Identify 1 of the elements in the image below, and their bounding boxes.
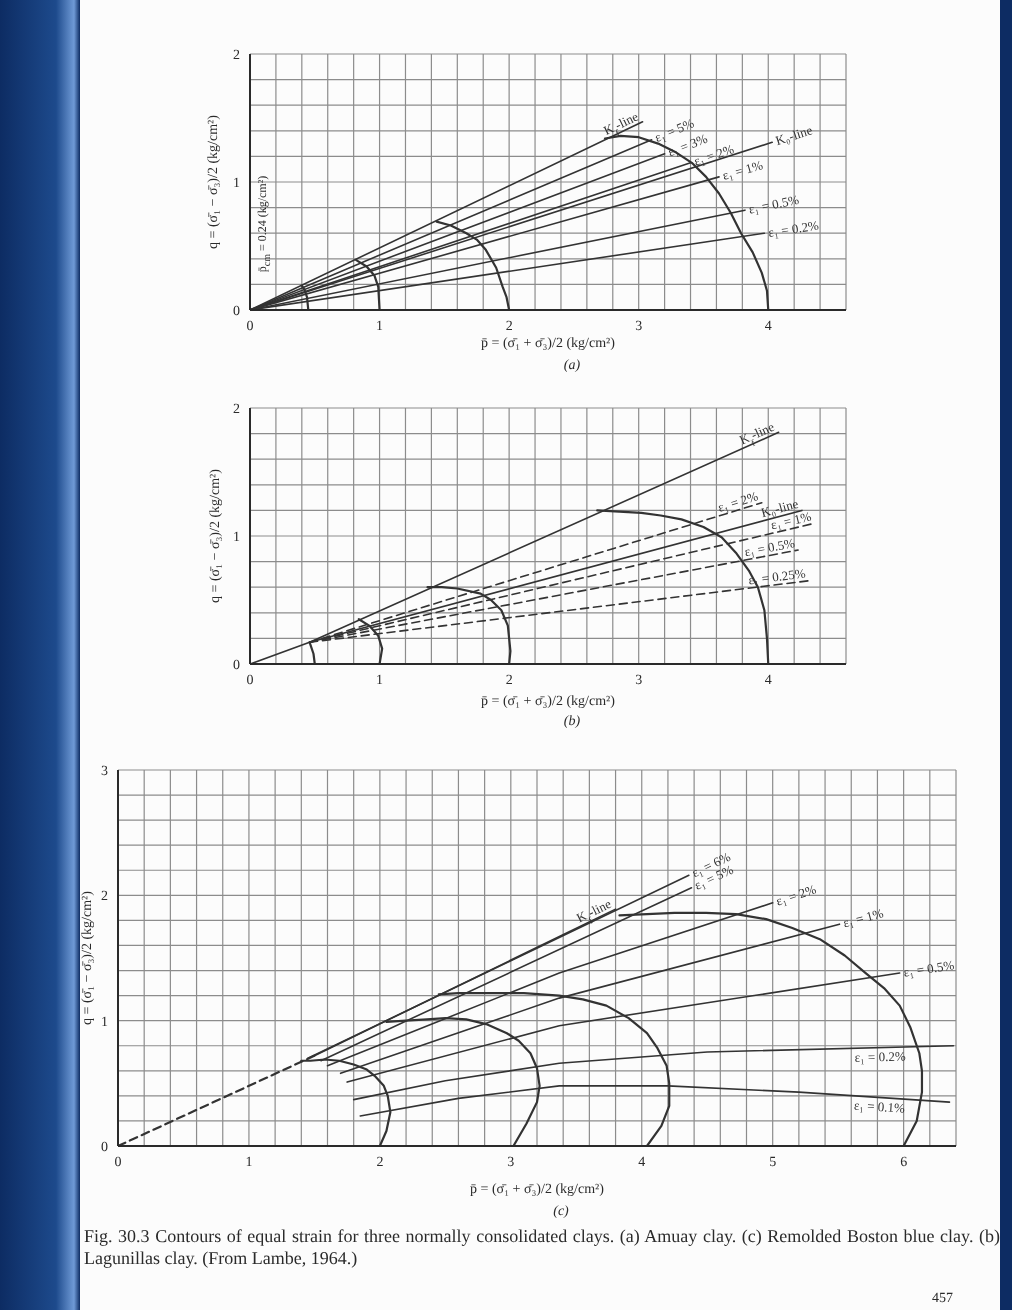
caption: Fig. 30.3 Contours of equal strain for three normally consolidated clays. (a) Amuay clay. (c) Remolded Boston blue clay. (b) Lagunillas clay. (From Lambe, 1964.) (84, 1226, 1000, 1270)
